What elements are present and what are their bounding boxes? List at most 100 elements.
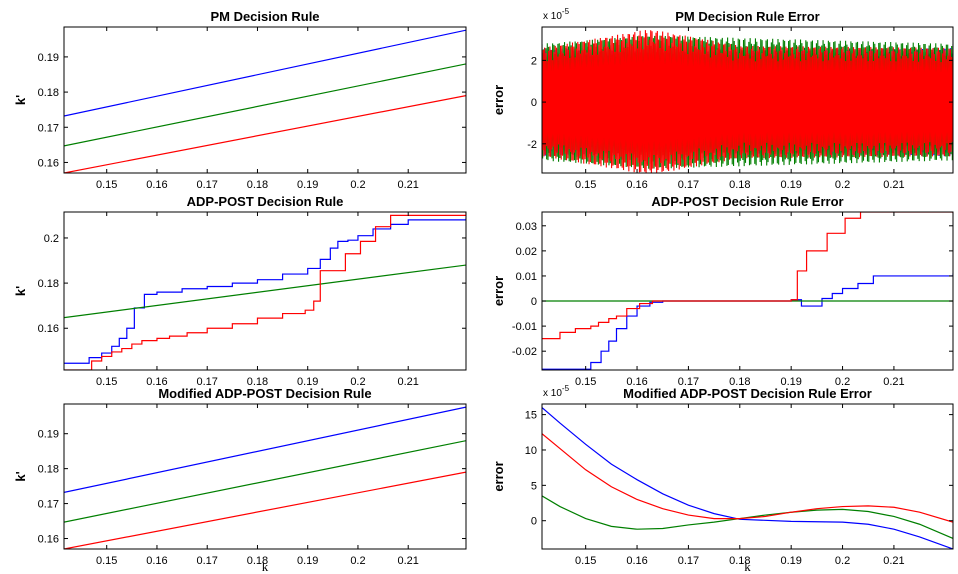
y-axis-label: k' <box>13 471 28 481</box>
y-tick-label: 0.17 <box>38 499 59 511</box>
axes-box <box>541 26 954 174</box>
x-axis-label: k <box>744 559 751 574</box>
x-tick-label: 0.18 <box>729 179 750 191</box>
y-axis-label: k' <box>13 286 28 296</box>
x-tick-label: 0.2 <box>350 179 365 191</box>
y-tick-label: 0.17 <box>38 122 59 134</box>
y-tick-label: -2 <box>527 139 537 151</box>
y-tick-label: 0.01 <box>516 271 537 283</box>
y-tick-label: 0.16 <box>38 157 59 169</box>
subplot-title: ADP-POST Decision Rule Error <box>651 194 843 209</box>
series-line-2 <box>64 63 466 147</box>
x-tick-label: 0.21 <box>398 555 419 567</box>
series-line-2 <box>64 264 466 319</box>
subplot-6: 0.15 0.16 0.17 0.18 0.19 0.2 0.21 0 5 10 15 Modifie… <box>491 384 954 574</box>
subplot-title: PM Decision Rule Error <box>675 9 819 24</box>
series-line-3 <box>64 471 466 549</box>
x-tick-label: 0.15 <box>575 376 596 388</box>
y-tick-label: 0.19 <box>38 52 59 64</box>
x-tick-label: 0.17 <box>678 555 699 567</box>
y-tick-label: 0.16 <box>38 534 59 546</box>
series-group <box>64 212 466 370</box>
y-tick-label: 0.18 <box>38 278 59 290</box>
y-tick-label: 0 <box>531 516 537 528</box>
y-axis-label: k' <box>13 95 28 105</box>
x-tick-label: 0.19 <box>780 179 801 191</box>
x-tick-label: 0.16 <box>626 376 647 388</box>
x-tick-label: 0.15 <box>575 555 596 567</box>
subplot-title: Modified ADP-POST Decision Rule Error <box>623 386 872 401</box>
x-tick-label: 0.15 <box>96 376 117 388</box>
series-line-3 <box>542 433 953 523</box>
x-tick-label: 0.21 <box>398 179 419 191</box>
axis-multiplier: x 10-5 <box>543 384 570 399</box>
x-tick-label: 0.19 <box>780 555 801 567</box>
x-tick-label: 0.2 <box>350 376 365 388</box>
y-tick-label: 0.16 <box>38 323 59 335</box>
plot-area <box>542 404 953 549</box>
x-tick-label: 0.16 <box>146 376 167 388</box>
series-line-3 <box>542 30 953 173</box>
x-tick-label: 0.17 <box>197 376 218 388</box>
y-tick-label: 0.2 <box>44 233 59 245</box>
x-tick-label: 0.19 <box>297 179 318 191</box>
x-tick-label: 0.16 <box>146 179 167 191</box>
x-tick-label: 0.18 <box>729 376 750 388</box>
x-tick-label: 0.21 <box>883 179 904 191</box>
y-tick-label: -0.01 <box>512 321 537 333</box>
subplot-3: 0.15 0.16 0.17 0.18 0.19 0.2 0.21 0.16 0.18 0.2 AD… <box>13 194 467 388</box>
series-line-3 <box>64 212 466 370</box>
x-tick-label: 0.2 <box>835 376 850 388</box>
x-tick-label: 0.21 <box>883 376 904 388</box>
x-tick-label: 0.18 <box>247 179 268 191</box>
subplot-2: 0.15 0.16 0.17 0.18 0.19 0.2 0.21 -2 0 2 PM Decisi… <box>491 7 954 191</box>
x-tick-label: 0.18 <box>729 555 750 567</box>
x-tick-label: 0.19 <box>780 376 801 388</box>
y-tick-label: 0 <box>531 97 537 109</box>
x-tick-label: 0.17 <box>678 179 699 191</box>
y-tick-label: 0.18 <box>38 87 59 99</box>
y-tick-label: 5 <box>531 480 537 492</box>
x-tick-label: 0.2 <box>835 179 850 191</box>
y-tick-label: -0.02 <box>512 346 537 358</box>
y-tick-label: 0.02 <box>516 246 537 258</box>
x-tick-label: 0.15 <box>96 555 117 567</box>
series-group <box>64 29 466 173</box>
x-tick-label: 0.15 <box>96 179 117 191</box>
axes-box <box>63 403 467 550</box>
x-tick-label: 0.21 <box>398 376 419 388</box>
series-line-3 <box>542 212 953 340</box>
x-tick-label: 0.18 <box>247 555 268 567</box>
subplot-title: Modified ADP-POST Decision Rule <box>158 386 371 401</box>
x-tick-label: 0.17 <box>197 179 218 191</box>
axes-box <box>541 211 954 371</box>
y-tick-label: 0.03 <box>516 221 537 233</box>
plot-area <box>542 212 953 370</box>
x-tick-label: 0.16 <box>626 179 647 191</box>
axes-box <box>63 26 467 174</box>
x-tick-label: 0.16 <box>626 555 647 567</box>
x-tick-label: 0.16 <box>146 555 167 567</box>
series-line-1 <box>64 217 466 364</box>
series-line-2 <box>64 440 466 523</box>
x-tick-label: 0.17 <box>197 555 218 567</box>
x-tick-label: 0.17 <box>678 376 699 388</box>
y-axis-label: error <box>491 276 506 306</box>
y-tick-label: 0 <box>531 296 537 308</box>
subplot-4: 0.15 0.16 0.17 0.18 0.19 0.2 0.21 -0.02 -0.01 0 0.… <box>491 194 954 388</box>
series-group <box>64 406 466 549</box>
series-group <box>542 30 953 173</box>
subplot-title: PM Decision Rule <box>210 9 319 24</box>
y-tick-label: 15 <box>525 410 537 422</box>
y-axis-label: error <box>491 461 506 491</box>
x-tick-label: 0.2 <box>835 555 850 567</box>
x-tick-label: 0.19 <box>297 376 318 388</box>
x-tick-label: 0.18 <box>247 376 268 388</box>
subplot-1: 0.15 0.16 0.17 0.18 0.19 0.2 0.21 0.16 0.17 0.18 0… <box>13 9 467 191</box>
x-tick-label: 0.19 <box>297 555 318 567</box>
x-axis-label: k <box>262 559 269 574</box>
series-line-1 <box>542 407 953 549</box>
axes-box <box>63 211 467 371</box>
series-line-3 <box>64 95 466 173</box>
